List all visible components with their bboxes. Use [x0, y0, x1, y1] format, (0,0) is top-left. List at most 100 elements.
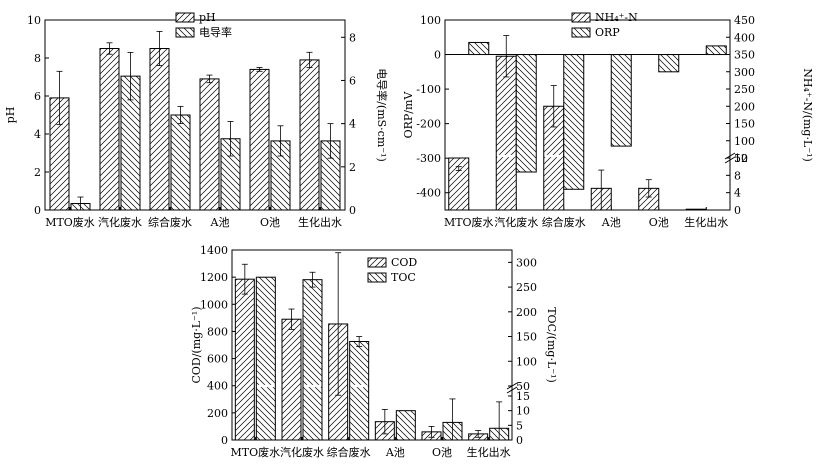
y-tick-label: 200	[207, 407, 228, 420]
y-tick-label: 600	[207, 353, 228, 366]
x-tick-label: 综合废水	[148, 215, 192, 229]
x-tick-label: O池	[432, 446, 452, 459]
axis-break-mark	[724, 152, 736, 160]
y-tick-label: 0	[221, 434, 228, 447]
legend-swatch-toc	[367, 272, 387, 283]
legend-swatch-conductivity	[175, 27, 195, 38]
x-tick-label: MTO废水	[231, 445, 281, 459]
legend-label: ORP	[595, 26, 620, 39]
bar-pH	[99, 48, 120, 211]
bar-ORP	[610, 54, 632, 147]
bar-COD	[281, 318, 302, 441]
x-tick-label: O池	[649, 216, 669, 229]
y-axis-label: pH	[4, 107, 17, 124]
x-tick-label: 汽化废水	[280, 445, 324, 459]
y2-tick-label: 2	[349, 161, 356, 174]
y-tick-label: -200	[416, 118, 441, 131]
y-tick-label: -100	[416, 83, 441, 96]
x-tick-label: 汽化废水	[98, 215, 142, 229]
y2-tick-label: 100	[734, 135, 755, 148]
y2-tick-label: 350	[734, 49, 755, 62]
chart-orp-ammonia: ORP/mV NH₄⁺-N/(mg·L⁻¹) NH₄⁺-N ORP -400 -3…	[402, 11, 814, 229]
y2-tick-label: 150	[516, 331, 537, 344]
y-tick-label: -400	[416, 187, 441, 200]
y-tick-label: 400	[207, 380, 228, 393]
axis-break-mark	[506, 382, 518, 390]
y2-tick-label: 200	[734, 100, 755, 113]
y2-tick-label: 400	[734, 31, 755, 44]
y2-tick-label: 12	[734, 152, 748, 165]
plot-frame	[44, 19, 346, 211]
y2-tick-label: 8	[734, 169, 741, 182]
bar-NH₄⁺-N	[495, 55, 517, 211]
y2-tick-label: 4	[734, 187, 741, 200]
chart-cod-toc: COD/(mg·L⁻¹) TOC/(mg·L⁻¹) COD TOC 0 200 40…	[190, 244, 558, 459]
legend: pH 电导率	[175, 11, 232, 39]
y2-tick-label: 200	[516, 306, 537, 319]
y2-tick-label: 300	[516, 256, 537, 269]
bar-TOC	[255, 276, 276, 441]
x-tick-label: 生化出水	[467, 445, 511, 459]
legend-label: NH₄⁺-N	[595, 11, 638, 24]
y-tick-label: 1200	[200, 271, 228, 284]
y2-tick-label: 250	[734, 83, 755, 96]
legend-swatch-cod	[367, 257, 387, 268]
x-tick-label: MTO废水	[444, 215, 494, 229]
y2-tick-label: 150	[734, 118, 755, 131]
y-tick-label: 1000	[200, 298, 228, 311]
legend-label: COD	[391, 256, 417, 269]
chart-ph-conductivity: pH 电导率/(mS·cm⁻¹) pH 电导率 0 2 4 6 8 10 0 2 4 6 8 MTO废…	[4, 11, 389, 229]
legend-swatch-ph	[175, 12, 195, 23]
x-tick-label: 汽化废水	[494, 215, 538, 229]
y2-tick-label: 6	[349, 74, 356, 87]
bar-ORP	[705, 45, 727, 56]
y-tick-label: -300	[416, 152, 441, 165]
x-tick-label: A池	[385, 446, 405, 459]
legend-swatch-ammonia	[571, 12, 591, 23]
bar-COD	[234, 278, 255, 441]
legend: NH₄⁺-N ORP	[571, 11, 638, 39]
legend: COD TOC	[367, 256, 417, 284]
x-tick-label: 生化出水	[684, 215, 728, 229]
bar-NH₄⁺-N	[448, 157, 470, 211]
y-tick-label: 4	[34, 128, 41, 141]
bar-pH	[299, 59, 320, 211]
x-tick-label: A池	[601, 216, 621, 229]
y-tick-label: 8	[34, 52, 41, 65]
y2-tick-label: 0	[349, 204, 356, 217]
bar-ORP	[515, 54, 537, 173]
y2-tick-label: 50	[734, 152, 748, 165]
y-tick-label: 1400	[200, 244, 228, 257]
y-tick-label: 10	[27, 14, 41, 27]
y-tick-label: 100	[420, 14, 441, 27]
y2-tick-label: 50	[516, 380, 530, 393]
y-axis-label: ORP/mV	[402, 91, 415, 139]
axis-break-mark	[724, 156, 736, 164]
bar-pH	[199, 78, 220, 211]
bar-TOC	[349, 340, 370, 441]
bar-TOC	[302, 279, 323, 441]
y2-tick-label: 450	[734, 14, 755, 27]
y-tick-label: 0	[34, 204, 41, 217]
x-tick-label: A池	[210, 216, 230, 229]
y2-tick-label: 0	[734, 204, 741, 217]
bar-TOC	[395, 410, 416, 441]
bar-pH	[149, 48, 170, 211]
bar-NH₄⁺-N	[685, 208, 707, 211]
y-tick-label: 2	[34, 166, 41, 179]
bar-电导率	[170, 114, 191, 211]
x-tick-label: 综合废水	[327, 445, 371, 459]
legend-label: TOC	[391, 271, 416, 284]
x-tick-label: 生化出水	[298, 215, 342, 229]
y2-tick-label: 0	[516, 434, 523, 447]
y2-tick-label: 300	[734, 66, 755, 79]
bar-ORP	[658, 54, 680, 73]
y-tick-label: 0	[434, 49, 441, 62]
y2-axis-label: 电导率/(mS·cm⁻¹)	[375, 68, 389, 162]
y2-tick-label: 15	[516, 390, 530, 403]
y2-tick-label: 250	[516, 281, 537, 294]
y2-tick-label: 10	[516, 405, 530, 418]
y-tick-label: 800	[207, 325, 228, 338]
legend-label: 电导率	[199, 25, 232, 39]
